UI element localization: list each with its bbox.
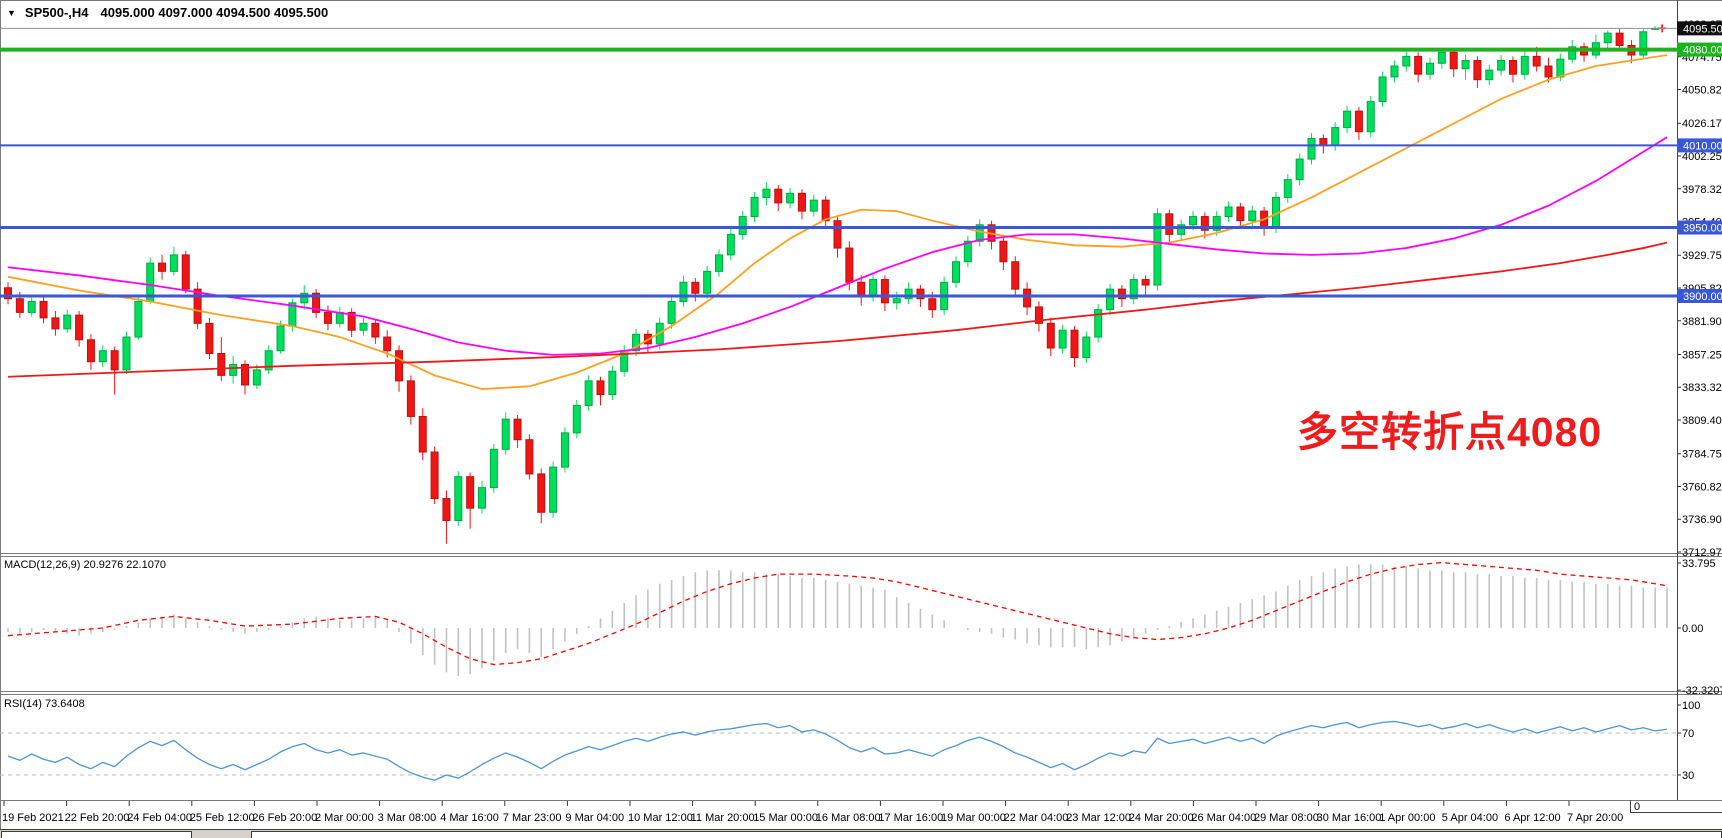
blue-level-badge: 3950.000 [1677,220,1722,235]
svg-text:7 Apr 20:00: 7 Apr 20:00 [1567,812,1623,824]
svg-text:4080.000: 4080.000 [1683,45,1722,57]
svg-text:23 Mar 12:00: 23 Mar 12:00 [1066,812,1131,824]
svg-text:4050.825: 4050.825 [1682,85,1722,97]
svg-text:33.795: 33.795 [1682,558,1716,570]
ohlc-values: 4095.000 4097.000 4094.500 4095.500 [100,5,329,20]
svg-text:3881.900: 3881.900 [1682,316,1722,328]
svg-text:16 Mar 08:00: 16 Mar 08:00 [816,812,881,824]
svg-text:-32.3207: -32.3207 [1682,685,1722,697]
chart-title[interactable]: ▼ SP500-,H4 4095.000 4097.000 4094.500 4… [7,5,328,20]
svg-text:3736.900: 3736.900 [1682,514,1722,526]
blue-level-badge: 4010.000 [1677,138,1722,153]
svg-text:22 Mar 04:00: 22 Mar 04:00 [1004,812,1069,824]
svg-text:2 Mar 00:00: 2 Mar 00:00 [315,812,374,824]
svg-text:26 Feb 20:00: 26 Feb 20:00 [252,812,317,824]
ma-orange-line[interactable] [7,54,1668,390]
svg-text:10 Mar 12:00: 10 Mar 12:00 [628,812,693,824]
chevron-down-icon[interactable]: ▼ [7,7,16,18]
rsi-indicator-label: RSI(14) 73.6408 [4,698,85,710]
svg-text:70: 70 [1682,728,1694,740]
symbol-period-label: SP500-,H4 [24,5,89,20]
svg-text:25 Feb 12:00: 25 Feb 12:00 [190,812,255,824]
svg-text:3857.250: 3857.250 [1682,349,1722,361]
svg-text:22 Feb 20:00: 22 Feb 20:00 [65,812,130,824]
svg-text:17 Mar 16:00: 17 Mar 16:00 [878,812,943,824]
rsi-levels [0,732,1677,776]
svg-text:3760.825: 3760.825 [1682,481,1722,493]
svg-text:3950.000: 3950.000 [1683,223,1722,235]
svg-text:11 Mar 20:00: 11 Mar 20:00 [691,812,755,824]
macd-signal-line [7,561,1668,666]
svg-text:3833.325: 3833.325 [1682,382,1722,394]
ma-red-line[interactable] [7,241,1668,378]
axis-corner: 0 [1630,800,1722,813]
svg-text:4026.175: 4026.175 [1682,118,1722,130]
svg-text:24 Mar 20:00: 24 Mar 20:00 [1129,812,1194,824]
bottom-scroll-strip [0,829,1722,838]
svg-text:6 Apr 12:00: 6 Apr 12:00 [1504,812,1560,824]
svg-text:15 Mar 00:00: 15 Mar 00:00 [753,812,818,824]
svg-text:4002.250: 4002.250 [1682,151,1722,163]
svg-text:4095.500: 4095.500 [1683,23,1722,35]
macd-axis: 33.795 0.00 -32.3207 [1677,558,1722,697]
svg-text:19 Feb 2021: 19 Feb 2021 [2,812,64,824]
svg-text:3809.400: 3809.400 [1682,415,1722,427]
svg-text:9 Mar 04:00: 9 Mar 04:00 [565,812,624,824]
svg-text:100: 100 [1682,700,1700,712]
rsi-line [7,720,1668,781]
svg-text:30 Mar 16:00: 30 Mar 16:00 [1317,812,1382,824]
current-price-badge: 4095.500 [1677,21,1722,36]
svg-text:3978.325: 3978.325 [1682,184,1722,196]
svg-text:1 Apr 00:00: 1 Apr 00:00 [1379,812,1435,824]
svg-text:4 Mar 16:00: 4 Mar 16:00 [440,812,499,824]
green-level-badge: 4080.000 [1677,42,1722,57]
svg-text:4010.000: 4010.000 [1683,140,1722,152]
bottom-strip-segment-left[interactable] [1,831,192,838]
svg-text:0: 0 [1634,801,1640,813]
svg-text:19 Mar 00:00: 19 Mar 00:00 [941,812,1006,824]
text-annotation[interactable]: 多空转折点4080 [1297,409,1603,455]
svg-text:5 Apr 04:00: 5 Apr 04:00 [1442,812,1498,824]
svg-text:26 Mar 04:00: 26 Mar 04:00 [1191,812,1256,824]
svg-text:29 Mar 08:00: 29 Mar 08:00 [1254,812,1319,824]
bottom-strip-segment-right[interactable] [251,831,1722,838]
svg-text:3900.000: 3900.000 [1683,291,1722,303]
macd-indicator-label: MACD(12,26,9) 20.9276 22.1070 [4,559,167,571]
svg-text:3784.750: 3784.750 [1682,449,1722,461]
blue-level-badge: 3900.000 [1677,288,1722,303]
svg-text:7 Mar 23:00: 7 Mar 23:00 [503,812,562,824]
candlestick-series [4,26,1660,544]
svg-text:24 Feb 04:00: 24 Feb 04:00 [127,812,192,824]
rsi-axis: 100 70 30 [1677,700,1700,782]
macd-histogram [7,564,1668,677]
svg-text:30: 30 [1682,770,1694,782]
svg-text:0.00: 0.00 [1682,623,1703,635]
ma-magenta-line[interactable] [7,136,1668,356]
svg-text:3 Mar 08:00: 3 Mar 08:00 [378,812,437,824]
svg-text:3929.750: 3929.750 [1682,250,1722,262]
svg-text:3712.975: 3712.975 [1682,547,1722,559]
